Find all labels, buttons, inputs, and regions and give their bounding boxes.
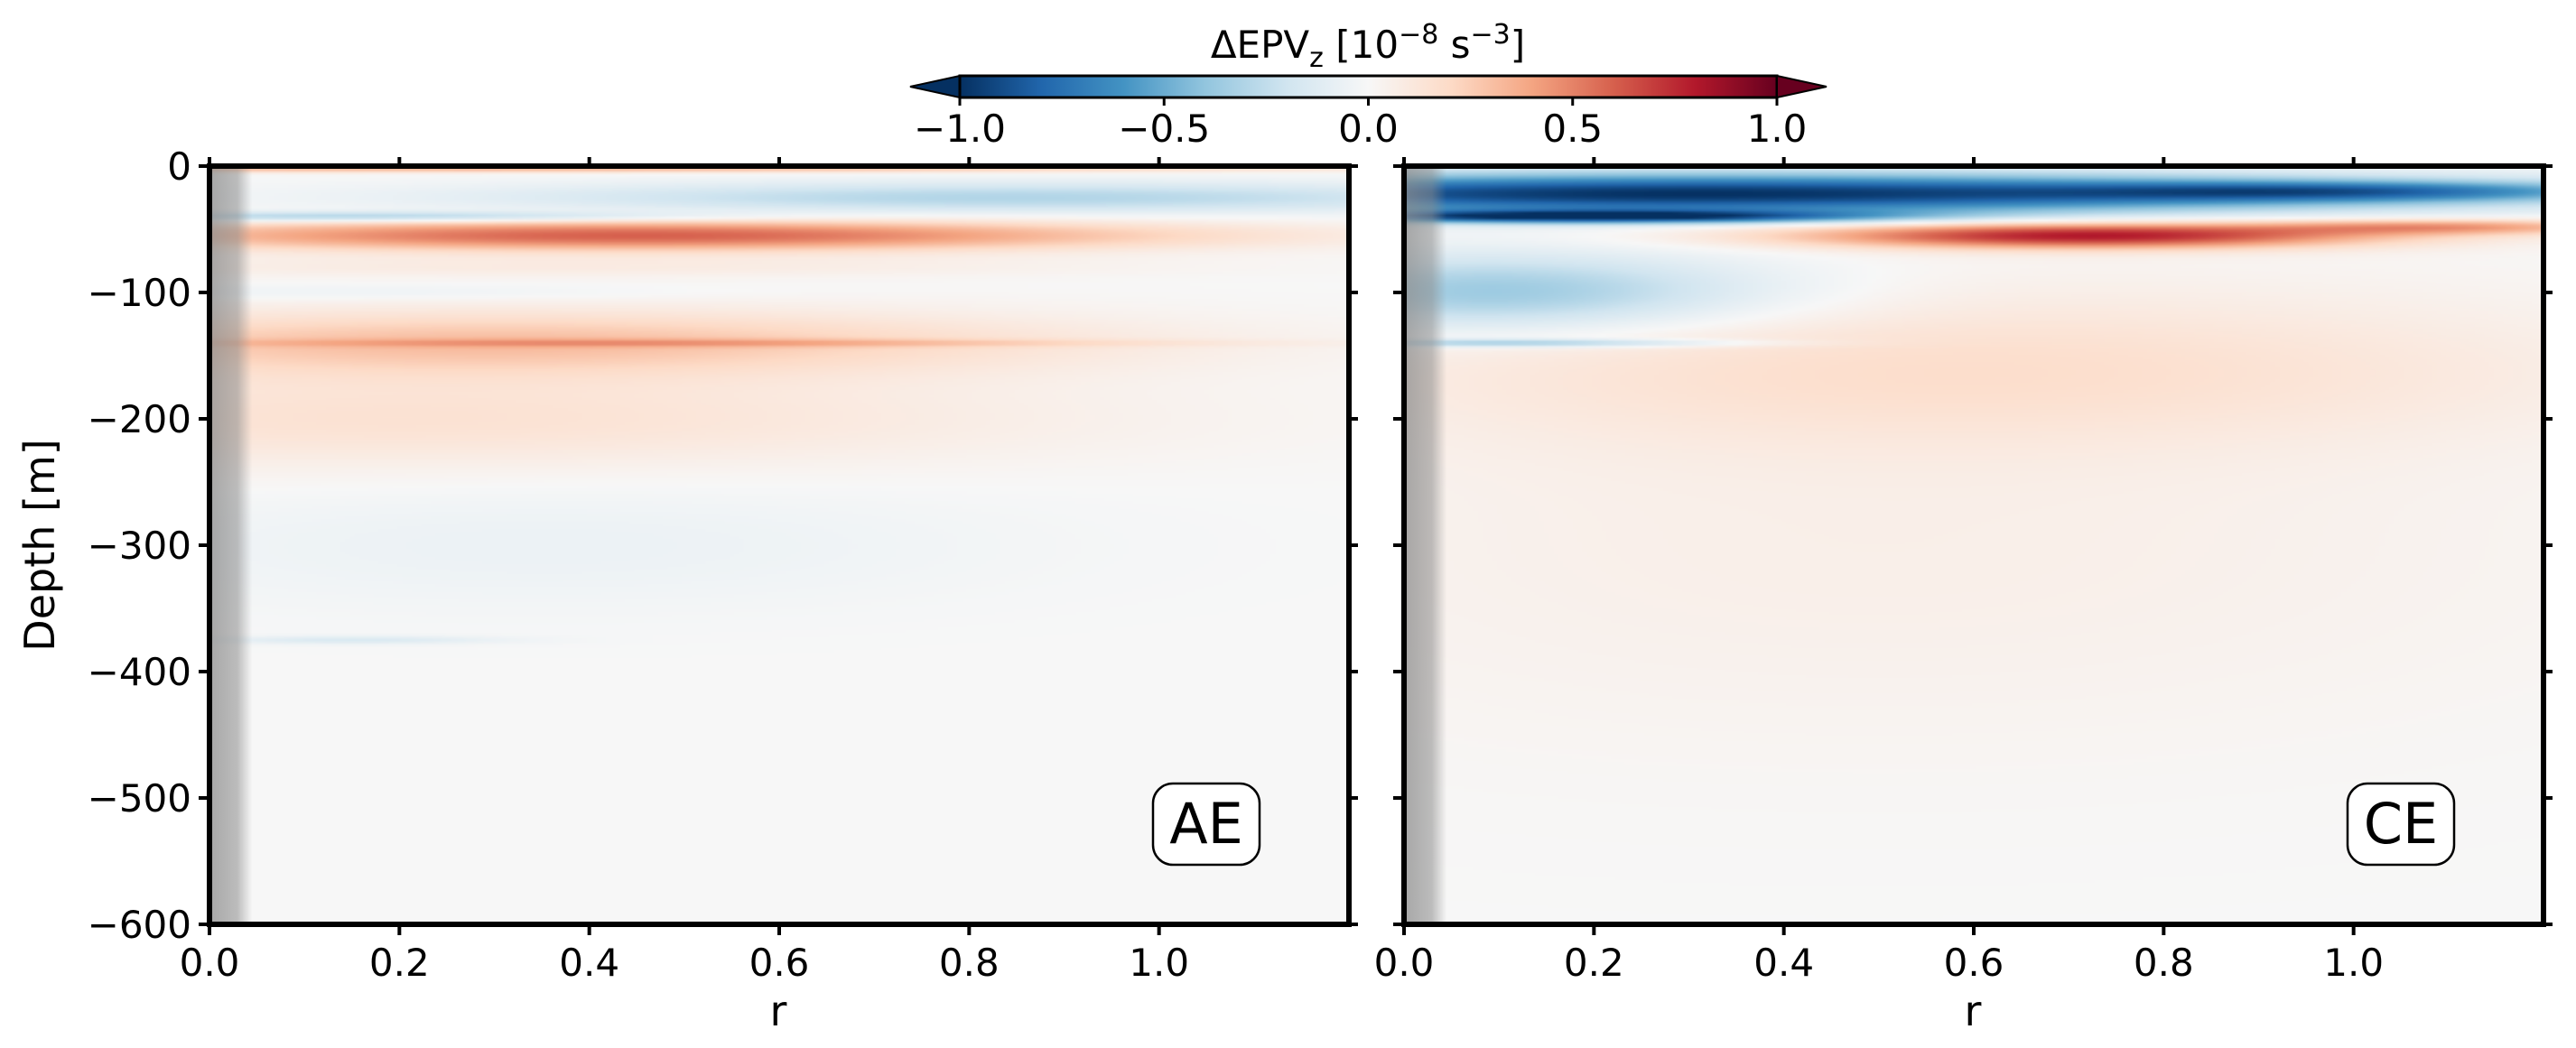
x-tick-label: 1.0 — [2323, 941, 2384, 985]
x-tick-label: 0.0 — [1374, 941, 1435, 985]
colorbar-tick-label: −1.0 — [914, 107, 1006, 151]
x-axis-label: r — [1965, 987, 1982, 1035]
colorbar-tick-label: 0.5 — [1542, 107, 1603, 151]
x-tick-label: 0.2 — [369, 941, 430, 985]
colorbar-tick-label: 1.0 — [1747, 107, 1808, 151]
panel-tag-box — [2346, 782, 2456, 867]
y-tick-label: −100 — [88, 271, 191, 315]
panel-ce: 0.0 0.2 0.4 0.6 0.8 1.0 r CE — [1374, 157, 2553, 1035]
x-tick-label: 0.8 — [939, 941, 1000, 985]
y-tick-label: −400 — [88, 650, 191, 694]
colorbar-label-open: [10 — [1324, 23, 1399, 67]
panel-ae: 0.0 0.2 0.4 0.6 0.8 1.0 0 −100 −200 −300 −400 −500 −… — [15, 144, 1358, 1035]
y-axis-label: Depth [m] — [15, 439, 64, 651]
x-axis-label: r — [770, 987, 787, 1035]
colorbar: ΔEPVz [10−8 s−3] −1.0 −0.5 0.0 0.5 1.0 — [909, 19, 1827, 151]
colorbar-label-sub: z — [1309, 42, 1324, 74]
x-tick-label: 0.6 — [749, 941, 810, 985]
x-tick-label: 0.2 — [1564, 941, 1624, 985]
colorbar-gradient — [958, 74, 1779, 99]
x-tick-label: 0.4 — [1753, 941, 1814, 985]
y-tick-label: 0 — [167, 144, 191, 189]
y-tick-label: −500 — [88, 776, 191, 821]
masked-core-ce — [1404, 166, 1447, 924]
panel-tag-box — [1151, 782, 1261, 867]
colorbar-label-close: ] — [1511, 23, 1525, 67]
x-tick-label: 0.8 — [2134, 941, 2194, 985]
colorbar-label-exp1: −8 — [1399, 19, 1438, 51]
masked-core-ae — [209, 166, 253, 924]
y-tick-label: −300 — [88, 524, 191, 568]
x-tick-label: 1.0 — [1129, 941, 1189, 985]
colorbar-label: ΔEPVz [10−8 s−3] — [1211, 19, 1525, 74]
colorbar-ticks: −1.0 −0.5 0.0 0.5 1.0 — [914, 97, 1807, 151]
x-tick-label: 0.6 — [1944, 941, 2004, 985]
colorbar-tick-label: −0.5 — [1118, 107, 1210, 151]
colorbar-extend-low-arrow — [909, 74, 961, 99]
colorbar-label-mid: s — [1438, 23, 1470, 67]
x-tick-label: 0.4 — [559, 941, 619, 985]
x-tick-label: 0.0 — [180, 941, 240, 985]
colorbar-label-exp2: −3 — [1471, 19, 1511, 51]
colorbar-label-prefix: ΔEPV — [1211, 23, 1310, 67]
y-tick-label: −200 — [88, 397, 191, 441]
y-tick-label: −600 — [88, 903, 191, 947]
colorbar-extend-high-arrow — [1776, 74, 1827, 99]
colorbar-tick-label: 0.0 — [1338, 107, 1399, 151]
panel-tag-label: CE — [2364, 791, 2438, 857]
panel-tag-label: AE — [1169, 791, 1243, 857]
